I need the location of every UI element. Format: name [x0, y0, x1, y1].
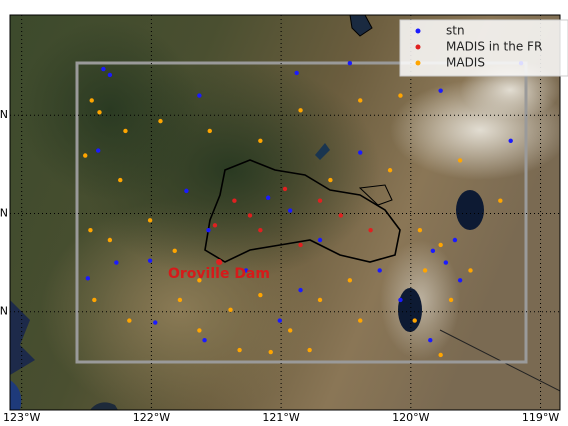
y-tick-label: N	[0, 206, 8, 219]
station-point	[498, 198, 503, 203]
station-point	[468, 268, 473, 273]
station-point	[307, 347, 312, 353]
station-point	[328, 177, 333, 183]
legend: stn MADIS in the FR MADIS	[399, 19, 568, 77]
station-point	[417, 227, 423, 233]
station-point	[347, 60, 353, 66]
station-point	[197, 93, 202, 98]
map-frame	[9, 14, 561, 411]
station-point	[92, 297, 97, 303]
station-point	[452, 237, 458, 243]
station-point	[85, 276, 91, 281]
station-point	[277, 318, 283, 323]
station-point	[237, 347, 242, 353]
station-point	[398, 297, 403, 303]
station-point	[96, 148, 101, 153]
station-point	[247, 213, 253, 218]
station-point	[377, 268, 382, 273]
station-point	[298, 287, 303, 293]
x-tick-label: 121°W	[262, 411, 299, 424]
station-point	[147, 258, 153, 263]
dam-marker	[216, 259, 222, 265]
station-point	[118, 177, 123, 183]
station-point	[428, 338, 433, 343]
station-point	[298, 242, 303, 248]
station-point	[438, 242, 443, 248]
stations	[83, 60, 524, 358]
station-point	[212, 223, 218, 228]
legend-marker	[415, 60, 421, 66]
station-point	[147, 218, 153, 223]
legend-label: MADIS in the FR	[446, 40, 542, 54]
station-point	[184, 188, 189, 194]
station-point	[317, 297, 323, 303]
y-tick-label: N	[0, 305, 8, 318]
station-point	[338, 213, 343, 218]
station-point	[97, 110, 102, 115]
station-point	[265, 195, 271, 200]
station-point	[232, 198, 237, 203]
station-point	[153, 320, 158, 325]
legend-box	[399, 19, 568, 77]
legend-label: MADIS	[446, 56, 485, 70]
station-point	[294, 70, 299, 76]
station-point	[243, 268, 249, 273]
station-point	[89, 98, 94, 103]
station-point	[282, 186, 288, 192]
station-point	[158, 118, 163, 124]
station-point	[287, 208, 293, 213]
station-point	[457, 278, 463, 283]
station-point	[358, 150, 363, 155]
station-point	[258, 227, 263, 233]
x-tick-label: 122°W	[133, 411, 170, 424]
station-point	[438, 88, 443, 93]
station-point	[258, 138, 263, 143]
legend-marker	[415, 28, 421, 34]
station-point	[448, 297, 454, 303]
station-point	[127, 318, 132, 323]
x-tick-label: 123°W	[3, 411, 40, 424]
station-point	[197, 328, 202, 333]
station-point	[358, 318, 363, 323]
station-point	[347, 278, 353, 283]
station-point	[101, 66, 106, 72]
station-point	[287, 328, 293, 333]
x-tick-label: 119°W	[522, 411, 559, 424]
station-point	[298, 108, 303, 113]
station-point	[457, 158, 463, 163]
legend-marker	[415, 44, 421, 50]
station-point	[387, 168, 393, 173]
station-point	[317, 198, 323, 203]
station-point	[228, 307, 233, 312]
dam-label: Oroville Dam	[168, 266, 270, 282]
station-point	[438, 352, 443, 358]
station-point	[317, 237, 323, 243]
station-point	[207, 128, 212, 134]
station-point	[412, 318, 417, 323]
station-point	[107, 237, 113, 243]
station-point	[258, 292, 263, 298]
station-point	[508, 138, 513, 143]
station-point	[177, 297, 183, 303]
station-point	[368, 227, 373, 233]
station-point	[398, 93, 403, 98]
station-point	[123, 128, 128, 134]
station-point	[430, 248, 436, 254]
station-point	[88, 227, 93, 233]
legend-label: stn	[446, 24, 465, 38]
station-point	[268, 349, 273, 355]
station-point	[83, 153, 88, 158]
station-point	[197, 278, 202, 283]
station-point	[202, 338, 207, 343]
station-point	[422, 268, 428, 273]
station-point	[114, 260, 119, 265]
station-point	[206, 227, 211, 233]
x-tick-label: 120°W	[392, 411, 429, 424]
y-tick-label: N	[0, 108, 8, 121]
station-point	[107, 72, 113, 78]
station-point	[443, 260, 449, 265]
station-point	[172, 248, 177, 254]
station-point	[358, 98, 363, 103]
